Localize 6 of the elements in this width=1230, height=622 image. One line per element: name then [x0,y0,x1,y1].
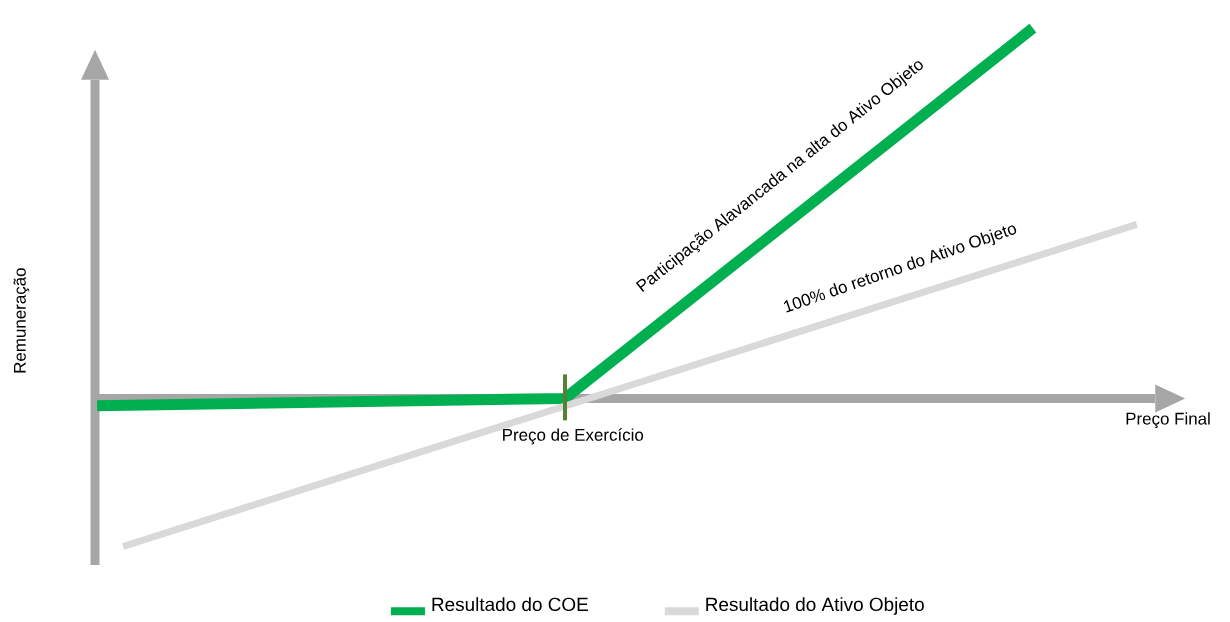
annotation: 100% do retorno do Ativo Objeto [783,225,1017,313]
legend-label: Resultado do COE [432,597,588,612]
legend-label: Resultado do Ativo Objeto [706,597,924,615]
y-axis-title: Remuneração [13,268,30,373]
x-axis-title: Preço Final [1126,412,1210,429]
annotation: Preço de Exercício [503,428,644,445]
